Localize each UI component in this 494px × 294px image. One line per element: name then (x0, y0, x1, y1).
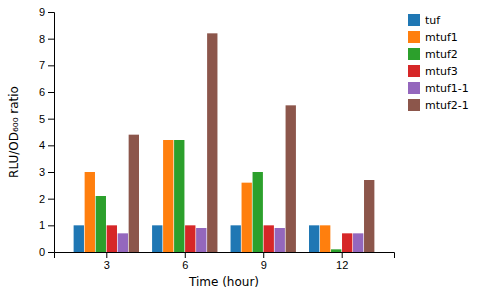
y-tick: 2 (39, 193, 54, 205)
legend-label: mtuf2-1 (425, 99, 469, 112)
y-tick-label: 6 (39, 86, 45, 98)
y-tick-mark (48, 172, 54, 173)
y-tick-mark (48, 65, 54, 66)
y-tick-label: 5 (39, 113, 45, 125)
bar (185, 225, 195, 252)
y-tick-mark (48, 12, 54, 13)
x-tick: 12 (336, 252, 348, 271)
y-tick: 1 (39, 219, 54, 231)
bar (96, 196, 106, 252)
legend-item: mtuf2 (408, 48, 458, 61)
bar-series (118, 228, 364, 252)
y-tick-label: 2 (39, 193, 45, 205)
y-tick-label: 3 (39, 166, 45, 178)
y-tick-label: 8 (39, 33, 45, 45)
legend-item: mtuf1 (408, 31, 458, 44)
bar (231, 225, 241, 252)
legend-label: mtuf1 (425, 31, 458, 44)
y-tick-mark (48, 39, 54, 40)
bar (364, 180, 374, 252)
y-tick-label: 1 (39, 219, 45, 231)
y-tick-label: 0 (39, 246, 45, 258)
legend-swatch (408, 65, 420, 77)
legend-label: tuf (425, 14, 441, 27)
bar (320, 225, 330, 252)
bar (196, 228, 206, 252)
bar (163, 140, 173, 252)
y-tick-mark (48, 252, 54, 253)
bar (129, 135, 139, 252)
legend-item: mtuf3 (408, 65, 458, 78)
legend-swatch (408, 99, 420, 111)
x-tick: 9 (261, 252, 267, 271)
x-tick-label: 12 (336, 259, 348, 271)
x-axis-title: Time (hour) (188, 275, 259, 289)
x-tick-mark (106, 252, 107, 258)
bar (207, 33, 217, 252)
x-tick-label: 6 (182, 259, 188, 271)
x-tick-label: 3 (104, 259, 110, 271)
y-tick: 5 (39, 113, 54, 125)
y-tick-mark (48, 199, 54, 200)
bar (107, 225, 117, 252)
y-axis: 0 1 2 3 4 5 6 7 8 9 (39, 6, 55, 258)
y-tick-mark (48, 119, 54, 120)
y-tick-label: 4 (39, 139, 45, 151)
bar-series (129, 33, 375, 252)
bar (253, 172, 263, 252)
bar (152, 225, 162, 252)
x-tick-mark (342, 252, 343, 258)
bar (275, 228, 285, 252)
x-tick: 6 (182, 252, 188, 271)
y-tick: 4 (39, 139, 54, 151)
legend-label: mtuf2 (425, 48, 458, 61)
bars (74, 33, 375, 252)
y-tick-mark (48, 225, 54, 226)
bar (309, 225, 319, 252)
y-tick: 9 (39, 6, 54, 18)
y-tick: 0 (39, 246, 54, 258)
bar (118, 233, 128, 252)
y-tick: 3 (39, 166, 54, 178)
legend-item: mtuf2-1 (408, 99, 469, 112)
legend-swatch (408, 48, 420, 60)
y-tick: 7 (39, 59, 54, 71)
y-tick-label: 9 (39, 6, 45, 18)
bar (242, 183, 252, 252)
x-tick: 3 (104, 252, 110, 271)
bar-series (74, 225, 320, 252)
bar (331, 249, 341, 252)
legend: tuf mtuf1 mtuf2 mtuf3 mtuf1-1 mtuf2-1 (408, 14, 469, 112)
x-tick-label: 9 (261, 259, 267, 271)
y-tick-mark (48, 92, 54, 93)
legend-label: mtuf3 (425, 65, 458, 78)
legend-item: tuf (408, 14, 441, 27)
bar (74, 225, 84, 252)
y-tick-label: 7 (39, 59, 45, 71)
plot: 369120123456789Time (hour)RLU/OD₆₀₀ rati… (7, 6, 395, 289)
y-axis-line (48, 13, 55, 253)
bar (342, 233, 352, 252)
legend-item: mtuf1-1 (408, 82, 469, 95)
x-axis: 3 6 9 12 (55, 252, 395, 271)
bar (85, 172, 95, 252)
y-tick-mark (48, 145, 54, 146)
x-tick-mark (185, 252, 186, 258)
x-axis-line (55, 253, 395, 259)
bar-series (107, 225, 353, 252)
bar (174, 140, 184, 252)
x-tick-mark (263, 252, 264, 258)
legend-swatch (408, 31, 420, 43)
bar (353, 233, 363, 252)
legend-swatch (408, 14, 420, 26)
y-tick: 8 (39, 33, 54, 45)
chart: 369120123456789Time (hour)RLU/OD₆₀₀ rati… (0, 0, 494, 294)
y-axis-title: RLU/OD₆₀₀ ratio (7, 86, 21, 178)
legend-swatch (408, 82, 420, 94)
bar (264, 225, 274, 252)
y-tick: 6 (39, 86, 54, 98)
legend-label: mtuf1-1 (425, 82, 469, 95)
bar (286, 105, 296, 252)
